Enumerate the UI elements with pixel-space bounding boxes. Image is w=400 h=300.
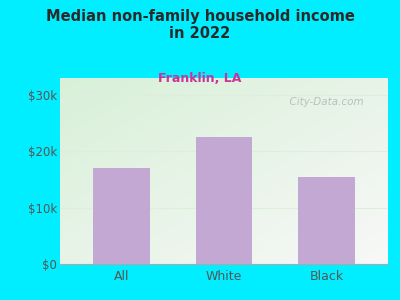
Bar [298,177,355,264]
Text: Median non-family household income
in 2022: Median non-family household income in 20… [46,9,354,41]
Text: City-Data.com: City-Data.com [283,97,364,107]
Bar [196,137,252,264]
Text: Franklin, LA: Franklin, LA [158,72,242,85]
Bar [93,168,150,264]
